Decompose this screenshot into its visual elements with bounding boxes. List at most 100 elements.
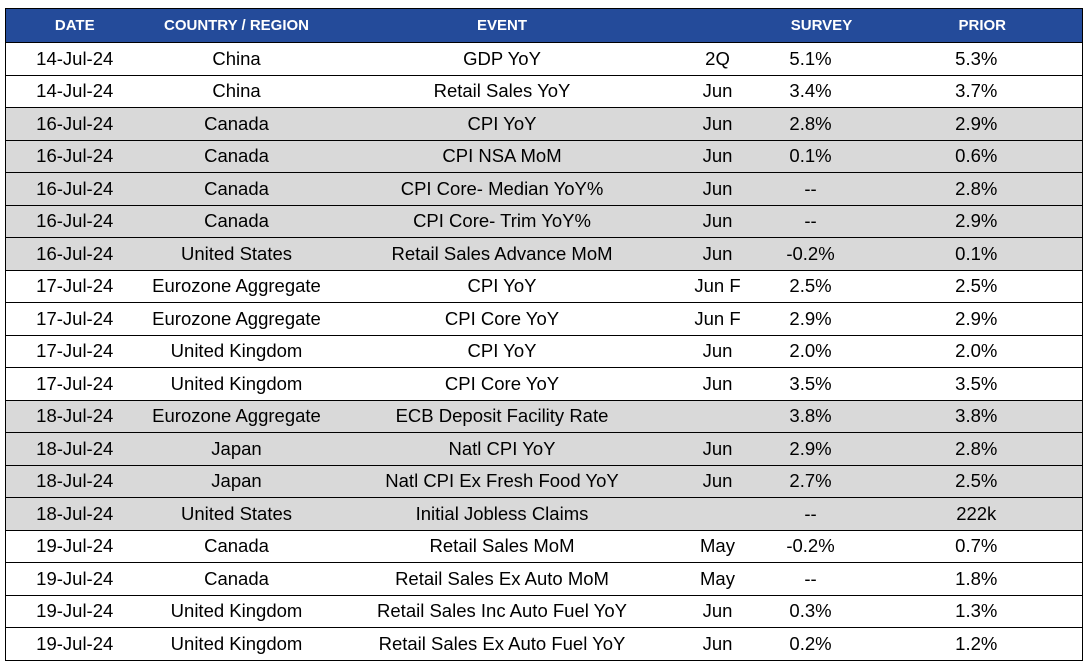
cell-country: China (143, 75, 330, 108)
cell-country: Eurozone Aggregate (143, 270, 330, 303)
cell-date: 16-Jul-24 (5, 107, 144, 141)
cell-prior: 2.8% (882, 172, 1083, 206)
cell-period: Jun (674, 627, 761, 661)
table-row: 16-Jul-24 Canada CPI YoY Jun 2.8% 2.9% (5, 107, 1083, 141)
table-row: 14-Jul-24 China Retail Sales YoY Jun 3.4% 3.7… (5, 75, 1083, 108)
cell-prior: 0.6% (882, 140, 1083, 173)
cell-date: 18-Jul-24 (5, 432, 144, 466)
economic-calendar-table: DATE COUNTRY / REGION EVENT SURVEY PRIOR… (5, 8, 1083, 661)
cell-event: CPI Core YoY (329, 367, 675, 401)
header-survey: SURVEY (760, 8, 883, 43)
cell-period: Jun (674, 465, 761, 498)
cell-period: Jun (674, 237, 761, 271)
table-row: 18-Jul-24 Japan Natl CPI YoY Jun 2.9% 2.8% (5, 432, 1083, 466)
cell-date: 14-Jul-24 (5, 42, 144, 76)
cell-prior: 2.9% (882, 107, 1083, 141)
cell-date: 17-Jul-24 (5, 335, 144, 368)
cell-prior: 2.9% (882, 302, 1083, 336)
cell-date: 17-Jul-24 (5, 270, 144, 303)
cell-survey: 2.5% (760, 270, 883, 303)
cell-event: Retail Sales MoM (329, 530, 675, 563)
cell-date: 17-Jul-24 (5, 302, 144, 336)
header-date: DATE (5, 8, 144, 43)
cell-event: Retail Sales Ex Auto MoM (329, 562, 675, 596)
cell-period: Jun (674, 595, 761, 628)
cell-event: Retail Sales Advance MoM (329, 237, 675, 271)
cell-period: Jun (674, 367, 761, 401)
cell-prior: 1.3% (882, 595, 1083, 628)
cell-period: Jun (674, 205, 761, 238)
cell-country: Canada (143, 205, 330, 238)
cell-survey: -- (760, 562, 883, 596)
cell-prior: 3.8% (882, 400, 1083, 433)
cell-survey: -- (760, 205, 883, 238)
cell-prior: 1.2% (882, 627, 1083, 661)
cell-survey: 2.9% (760, 432, 883, 466)
cell-date: 16-Jul-24 (5, 205, 144, 238)
cell-survey: 3.4% (760, 75, 883, 108)
cell-date: 14-Jul-24 (5, 75, 144, 108)
cell-country: Japan (143, 432, 330, 466)
table-row: 19-Jul-24 Canada Retail Sales Ex Auto MoM M… (5, 562, 1083, 596)
table-row: 17-Jul-24 United Kingdom CPI YoY Jun 2.0% 2.0… (5, 335, 1083, 368)
table-row: 16-Jul-24 United States Retail Sales Advan… (5, 237, 1083, 271)
cell-event: CPI Core YoY (329, 302, 675, 336)
cell-country: Canada (143, 140, 330, 173)
cell-survey: -- (760, 172, 883, 206)
table-row: 18-Jul-24 United States Initial Jobless Cl… (5, 497, 1083, 531)
cell-country: Eurozone Aggregate (143, 302, 330, 336)
cell-period: Jun (674, 107, 761, 141)
cell-event: CPI YoY (329, 335, 675, 368)
cell-country: United Kingdom (143, 627, 330, 661)
cell-country: United States (143, 237, 330, 271)
cell-event: Initial Jobless Claims (329, 497, 675, 531)
cell-survey: -- (760, 497, 883, 531)
cell-event: CPI NSA MoM (329, 140, 675, 173)
cell-period: May (674, 530, 761, 563)
cell-country: Canada (143, 530, 330, 563)
cell-date: 16-Jul-24 (5, 172, 144, 206)
cell-event: CPI Core- Trim YoY% (329, 205, 675, 238)
cell-date: 16-Jul-24 (5, 237, 144, 271)
cell-prior: 2.5% (882, 465, 1083, 498)
cell-event: CPI Core- Median YoY% (329, 172, 675, 206)
cell-event: Natl CPI YoY (329, 432, 675, 466)
table-body: 14-Jul-24 China GDP YoY 2Q 5.1% 5.3% 14-Jul-24… (5, 42, 1083, 661)
table-row: 16-Jul-24 Canada CPI NSA MoM Jun 0.1% 0.6% (5, 140, 1083, 173)
header-event: EVENT (329, 8, 675, 43)
cell-prior: 5.3% (882, 42, 1083, 76)
cell-date: 19-Jul-24 (5, 627, 144, 661)
cell-period: Jun F (674, 302, 761, 336)
header-period (674, 8, 761, 43)
cell-event: Retail Sales Ex Auto Fuel YoY (329, 627, 675, 661)
table-row: 14-Jul-24 China GDP YoY 2Q 5.1% 5.3% (5, 42, 1083, 76)
cell-period (674, 400, 761, 433)
cell-event: Retail Sales YoY (329, 75, 675, 108)
cell-prior: 3.5% (882, 367, 1083, 401)
cell-period (674, 497, 761, 531)
cell-date: 19-Jul-24 (5, 530, 144, 563)
table-header-row: DATE COUNTRY / REGION EVENT SURVEY PRIOR (5, 8, 1083, 43)
cell-survey: 0.3% (760, 595, 883, 628)
table-row: 16-Jul-24 Canada CPI Core- Trim YoY% Jun -- 2… (5, 205, 1083, 238)
cell-event: Natl CPI Ex Fresh Food YoY (329, 465, 675, 498)
cell-survey: 2.0% (760, 335, 883, 368)
calendar-table-container: DATE COUNTRY / REGION EVENT SURVEY PRIOR… (5, 8, 1083, 661)
cell-prior: 3.7% (882, 75, 1083, 108)
cell-country: Canada (143, 562, 330, 596)
cell-survey: -0.2% (760, 237, 883, 271)
cell-prior: 0.7% (882, 530, 1083, 563)
cell-prior: 2.5% (882, 270, 1083, 303)
cell-prior: 2.8% (882, 432, 1083, 466)
cell-period: 2Q (674, 42, 761, 76)
header-prior: PRIOR (882, 8, 1083, 43)
table-row: 19-Jul-24 Canada Retail Sales MoM May -0.2% 0… (5, 530, 1083, 563)
cell-period: Jun (674, 432, 761, 466)
cell-event: ECB Deposit Facility Rate (329, 400, 675, 433)
cell-date: 18-Jul-24 (5, 400, 144, 433)
table-row: 18-Jul-24 Eurozone Aggregate ECB Deposit F… (5, 400, 1083, 433)
cell-country: Canada (143, 107, 330, 141)
cell-period: Jun (674, 172, 761, 206)
cell-prior: 1.8% (882, 562, 1083, 596)
cell-prior: 2.9% (882, 205, 1083, 238)
